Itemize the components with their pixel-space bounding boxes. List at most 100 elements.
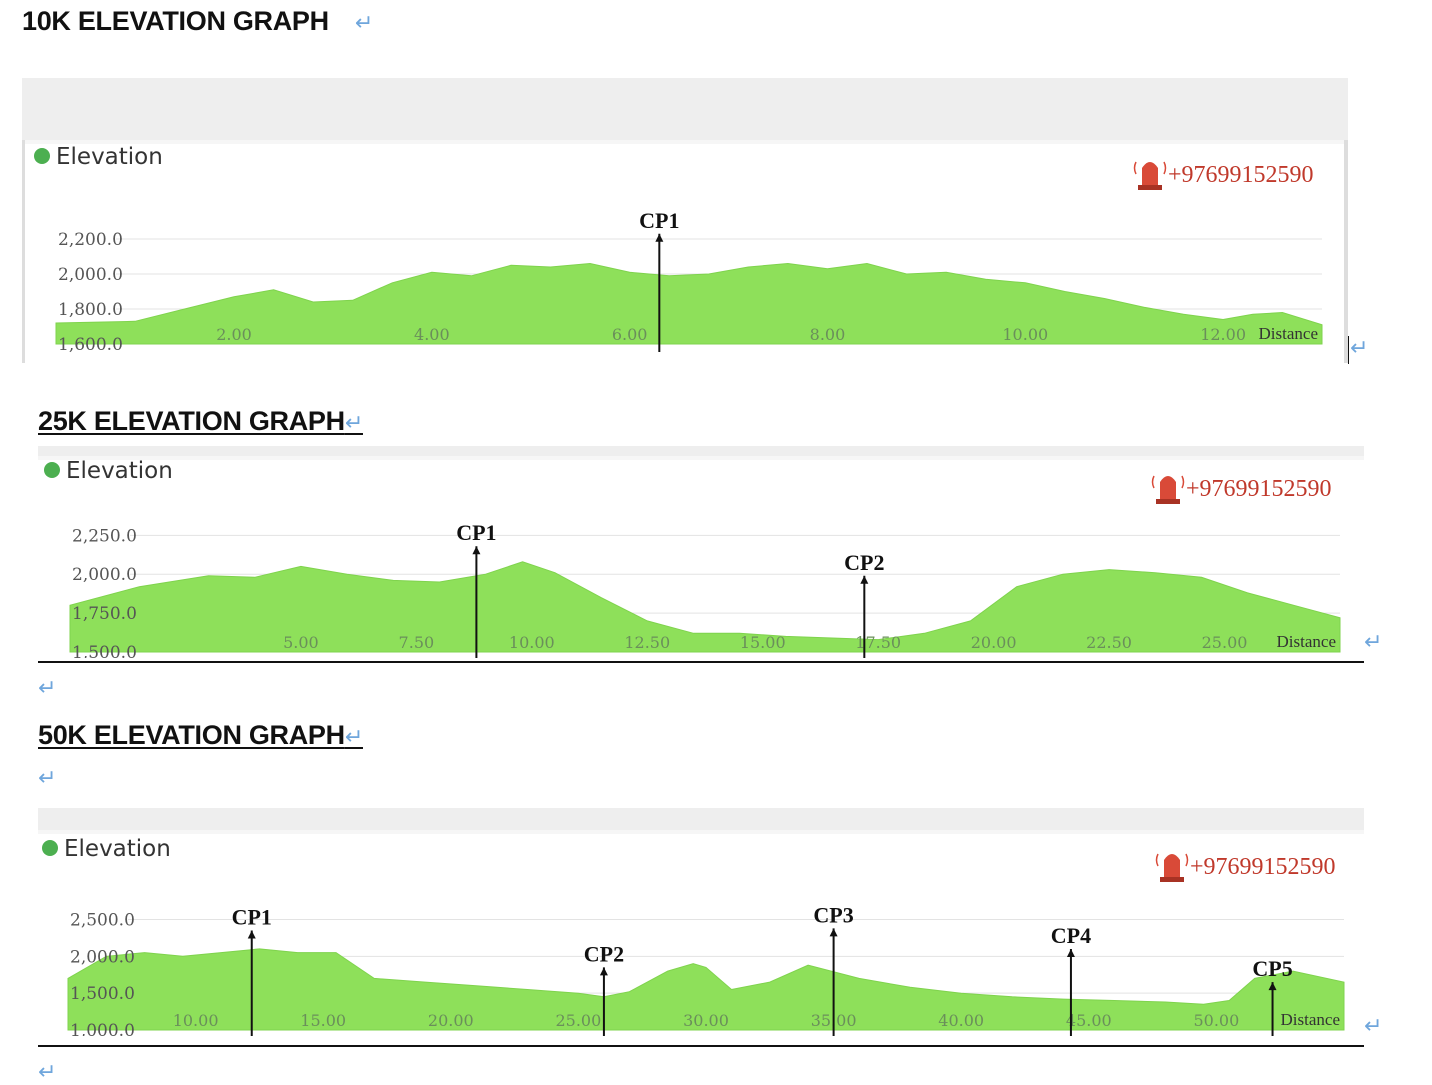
chart-frame-right bbox=[1344, 140, 1348, 363]
x-axis-label: Distance bbox=[1259, 324, 1318, 343]
legend-label: Elevation bbox=[56, 144, 163, 170]
elevation-area bbox=[69, 561, 1341, 653]
checkpoint-arrow bbox=[1268, 982, 1277, 991]
x-axis-label: Distance bbox=[1281, 1010, 1340, 1029]
x-tick-label: 30.00 bbox=[683, 1011, 729, 1030]
x-tick-label: 2.00 bbox=[216, 325, 252, 344]
y-tick-label: 2,000.0 bbox=[72, 565, 137, 585]
checkpoint-label: CP1 bbox=[456, 520, 496, 545]
checkpoint-arrow bbox=[655, 233, 664, 242]
chart-bottom-rule bbox=[38, 1045, 1364, 1047]
x-tick-label: 10.00 bbox=[509, 633, 555, 652]
alarm-icon bbox=[1151, 475, 1185, 504]
x-tick-label: 40.00 bbox=[938, 1011, 984, 1030]
chart-band-shadow bbox=[38, 456, 1364, 460]
checkpoint-arrow bbox=[599, 967, 608, 976]
y-tick-label: 2,200.0 bbox=[58, 230, 123, 250]
checkpoint-label: CP2 bbox=[844, 550, 884, 575]
elevation-chart-25k: 2,250.0 2,000.0 1,750.0 1,500.0 5.00 7.50 10.0… bbox=[38, 446, 1364, 658]
x-tick-label: 45.00 bbox=[1066, 1011, 1112, 1030]
chart-top-band bbox=[38, 808, 1364, 830]
legend-dot bbox=[44, 462, 60, 478]
x-tick-label: 22.50 bbox=[1086, 633, 1132, 652]
x-tick-label: 20.00 bbox=[428, 1011, 474, 1030]
heading-25k: 25K ELEVATION GRAPH↵ bbox=[38, 406, 363, 437]
chart-frame-left bbox=[22, 140, 25, 363]
paragraph-mark: ↵ bbox=[344, 725, 363, 750]
alarm-icon-base bbox=[1156, 499, 1180, 504]
alarm-icon bbox=[1155, 853, 1189, 882]
alarm-icon-body bbox=[1164, 854, 1180, 878]
chart-top-band bbox=[38, 446, 1364, 456]
x-tick-label: 4.00 bbox=[414, 325, 450, 344]
y-tick-label: 1,800.0 bbox=[58, 300, 123, 320]
x-tick-label: 15.00 bbox=[300, 1011, 346, 1030]
alarm-icon-waves bbox=[1151, 475, 1185, 489]
y-tick-label: 2,000.0 bbox=[58, 265, 123, 285]
elevation-chart-10k: 2,200.0 2,000.0 1,800.0 1,600.0 2.00 4.00 6.00… bbox=[22, 78, 1348, 363]
paragraph-mark: ↵ bbox=[354, 11, 373, 36]
elevation-area bbox=[55, 262, 1323, 345]
x-tick-label: 12.00 bbox=[1200, 325, 1246, 344]
y-tick-label: 2,500.0 bbox=[70, 910, 135, 930]
paragraph-mark: ↵ bbox=[344, 411, 363, 436]
x-tick-label: 12.50 bbox=[624, 633, 670, 652]
heading-10k-text: 10K ELEVATION GRAPH bbox=[22, 6, 329, 36]
y-tick-label: 2,000.0 bbox=[70, 947, 135, 967]
paragraph-mark: ↵ bbox=[38, 1060, 57, 1085]
x-tick-label: 6.00 bbox=[612, 325, 648, 344]
x-tick-label: 20.00 bbox=[971, 633, 1017, 652]
x-tick-label: 7.50 bbox=[399, 633, 435, 652]
text-cursor bbox=[1348, 336, 1349, 364]
heading-50k-text: 50K ELEVATION GRAPH bbox=[38, 720, 345, 750]
y-tick-label: 1,600.0 bbox=[58, 335, 123, 355]
alarm-icon bbox=[1133, 161, 1167, 190]
checkpoint-label: CP2 bbox=[584, 941, 624, 966]
checkpoint-label: CP1 bbox=[639, 208, 679, 233]
checkpoint-arrow bbox=[247, 930, 256, 939]
paragraph-mark: ↵ bbox=[1350, 336, 1369, 361]
paragraph-mark: ↵ bbox=[38, 766, 57, 791]
heading-10k: 10K ELEVATION GRAPH ↵ bbox=[22, 6, 373, 37]
phone-number: +97699152590 bbox=[1190, 854, 1336, 880]
y-tick-label: 2,250.0 bbox=[72, 526, 137, 546]
alarm-icon-waves bbox=[1133, 161, 1167, 175]
elevation-chart-50k-svg: 2,500.0 2,000.0 1,500.0 1,000.0 10.00 15.00 20… bbox=[38, 808, 1364, 1036]
y-tick-label: 1,500.0 bbox=[70, 984, 135, 1004]
phone-number: +97699152590 bbox=[1168, 162, 1314, 188]
x-tick-label: 8.00 bbox=[810, 325, 846, 344]
legend-dot bbox=[34, 148, 50, 164]
checkpoint-label: CP5 bbox=[1252, 956, 1292, 981]
y-tick-label: 1,500.0 bbox=[72, 643, 137, 658]
chart-bottom-rule bbox=[38, 661, 1364, 663]
checkpoint-arrow bbox=[1066, 948, 1075, 957]
elevation-chart-50k: 2,500.0 2,000.0 1,500.0 1,000.0 10.00 15.00 20… bbox=[38, 808, 1364, 1036]
checkpoint-arrow bbox=[829, 928, 838, 937]
y-tick-label: 1,000.0 bbox=[70, 1021, 135, 1036]
x-axis-label: Distance bbox=[1277, 632, 1336, 651]
alarm-icon-waves bbox=[1155, 853, 1189, 867]
legend-label: Elevation bbox=[66, 458, 173, 484]
chart-top-band bbox=[22, 78, 1348, 140]
x-tick-label: 10.00 bbox=[173, 1011, 219, 1030]
paragraph-mark: ↵ bbox=[38, 676, 57, 701]
checkpoint-label: CP3 bbox=[813, 902, 853, 927]
elevation-chart-25k-svg: 2,250.0 2,000.0 1,750.0 1,500.0 5.00 7.50 10.0… bbox=[38, 446, 1364, 658]
checkpoint-arrow bbox=[472, 546, 481, 555]
x-tick-label: 25.00 bbox=[555, 1011, 601, 1030]
alarm-icon-base bbox=[1138, 185, 1162, 190]
alarm-icon-body bbox=[1160, 476, 1176, 500]
chart-band-shadow bbox=[22, 140, 1348, 144]
x-tick-label: 17.50 bbox=[855, 633, 901, 652]
alarm-icon-base bbox=[1160, 877, 1184, 882]
elevation-area bbox=[67, 948, 1345, 1031]
checkpoint-arrow bbox=[860, 575, 869, 584]
phone-number: +97699152590 bbox=[1186, 476, 1332, 502]
heading-50k: 50K ELEVATION GRAPH↵ bbox=[38, 720, 363, 751]
x-tick-label: 25.00 bbox=[1202, 633, 1248, 652]
x-tick-label: 15.00 bbox=[740, 633, 786, 652]
chart-band-shadow bbox=[38, 830, 1364, 834]
heading-25k-text: 25K ELEVATION GRAPH bbox=[38, 406, 345, 436]
x-tick-label: 5.00 bbox=[283, 633, 319, 652]
legend-dot bbox=[42, 840, 58, 856]
